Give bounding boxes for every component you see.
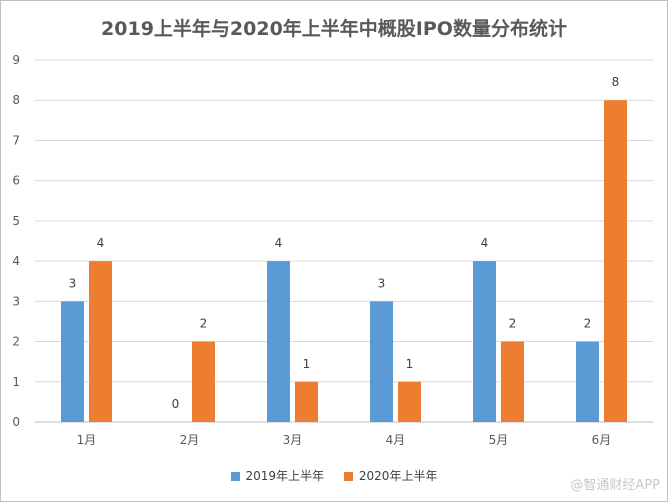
data-label-2019-4: 3 [378, 276, 386, 290]
y-tick-label-4: 4 [12, 254, 20, 268]
data-label-2019-3: 4 [275, 236, 283, 250]
y-tick-label-9: 9 [12, 53, 20, 67]
x-tick-label-2: 2月 [180, 433, 200, 447]
data-label-2020-2: 2 [200, 317, 208, 331]
bar-2019-5 [473, 261, 496, 422]
bar-2020-1 [89, 261, 112, 422]
y-tick-label-6: 6 [12, 174, 20, 188]
data-label-2020-5: 2 [509, 317, 517, 331]
y-tick-label-2: 2 [12, 335, 20, 349]
y-tick-label-1: 1 [12, 375, 20, 389]
bar-2019-6 [576, 341, 599, 422]
data-label-2020-4: 1 [406, 357, 414, 371]
x-axis-ticks: 1月 2月 3月 4月 5月 6月 [77, 433, 612, 447]
bar-2020-3 [295, 381, 318, 422]
watermark: @智通财经APP [570, 478, 660, 493]
y-tick-label-3: 3 [12, 294, 20, 308]
data-label-2019-2: 0 [172, 397, 180, 411]
legend-label-2019: 2019年上半年 [245, 469, 325, 483]
data-label-2020-3: 1 [303, 357, 311, 371]
y-axis-ticks: 0 1 2 3 4 5 6 7 8 9 [12, 53, 20, 429]
data-label-2020-1: 4 [97, 236, 105, 250]
data-labels: 3 4 0 2 4 1 3 1 4 2 2 8 [69, 75, 620, 411]
data-label-2019-5: 4 [481, 236, 489, 250]
x-tick-label-6: 6月 [592, 433, 612, 447]
bar-2019-1 [61, 301, 84, 422]
y-tick-label-7: 7 [12, 133, 20, 147]
legend: 2019年上半年 2020年上半年 [0, 467, 668, 484]
data-label-2020-6: 8 [612, 75, 620, 89]
bar-2019-4 [370, 301, 393, 422]
data-label-2019-6: 2 [584, 317, 592, 331]
y-tick-label-8: 8 [12, 93, 20, 107]
legend-item-2020: 2020年上半年 [343, 467, 438, 484]
x-tick-label-4: 4月 [386, 433, 406, 447]
chart-title: 2019上半年与2020年上半年中概股IPO数量分布统计 [101, 18, 567, 40]
x-tick-label-3: 3月 [283, 433, 303, 447]
x-tick-label-1: 1月 [77, 433, 97, 447]
bar-2020-6 [604, 100, 627, 422]
y-tick-label-0: 0 [12, 415, 20, 429]
legend-swatch-2019 [230, 472, 240, 481]
y-tick-label-5: 5 [12, 214, 20, 228]
x-tick-label-5: 5月 [489, 433, 509, 447]
grid-lines [35, 59, 653, 423]
bar-2019-3 [267, 261, 290, 422]
bar-2020-2 [192, 341, 215, 422]
data-label-2019-1: 3 [69, 276, 77, 290]
bar-2020-4 [398, 381, 421, 422]
bars [61, 100, 627, 422]
legend-label-2020: 2020年上半年 [358, 469, 438, 483]
legend-swatch-2020 [343, 472, 353, 481]
bar-2020-5 [501, 341, 524, 422]
legend-item-2019: 2019年上半年 [230, 467, 325, 484]
